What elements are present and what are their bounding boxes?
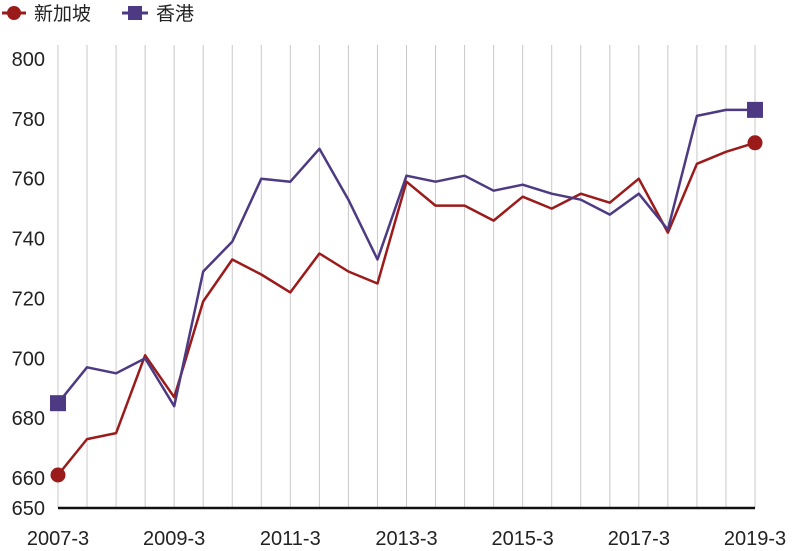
legend-square-icon bbox=[128, 6, 142, 20]
legend: 新加坡 香港 bbox=[2, 3, 194, 25]
y-tick-label: 700 bbox=[12, 348, 45, 370]
x-tick-label: 2013-3 bbox=[375, 528, 437, 550]
data-point-singapore bbox=[747, 135, 763, 151]
x-tick-label: 2019-3 bbox=[724, 528, 786, 550]
x-axis-tick-labels: 2007-3 2009-3 2011-3 2013-3 2015-3 2017-3 2019… bbox=[27, 528, 786, 550]
series-line-hongkong bbox=[57, 108, 755, 408]
y-axis-tick-labels: 650 660 680 700 720 740 760 780 800 bbox=[12, 49, 45, 520]
legend-label-hongkong: 香港 bbox=[156, 3, 194, 25]
series-line-singapore bbox=[57, 141, 756, 476]
legend-label-singapore: 新加坡 bbox=[34, 3, 91, 25]
y-tick-label: 660 bbox=[12, 468, 45, 490]
y-tick-label: 650 bbox=[12, 498, 45, 520]
legend-item-singapore: 新加坡 bbox=[2, 3, 91, 25]
x-tick-label: 2007-3 bbox=[27, 528, 89, 550]
data-point-singapore bbox=[50, 467, 66, 483]
x-tick-label: 2011-3 bbox=[260, 528, 321, 550]
y-tick-label: 780 bbox=[12, 109, 45, 131]
legend-item-hongkong: 香港 bbox=[122, 3, 194, 25]
y-tick-label: 740 bbox=[12, 229, 45, 251]
data-point-hongkong bbox=[50, 395, 66, 412]
y-tick-label: 800 bbox=[12, 49, 45, 71]
x-tick-label: 2009-3 bbox=[143, 528, 205, 550]
series-lines bbox=[57, 108, 756, 476]
y-tick-label: 760 bbox=[12, 169, 45, 191]
data-point-hongkong bbox=[747, 101, 763, 118]
y-tick-label: 720 bbox=[12, 288, 45, 310]
grid-lines bbox=[57, 45, 756, 508]
x-tick-label: 2015-3 bbox=[492, 528, 554, 550]
x-tick-label: 2017-3 bbox=[608, 528, 670, 550]
legend-circle-icon bbox=[7, 6, 21, 20]
y-tick-label: 680 bbox=[12, 408, 45, 430]
series-end-markers bbox=[50, 101, 763, 483]
